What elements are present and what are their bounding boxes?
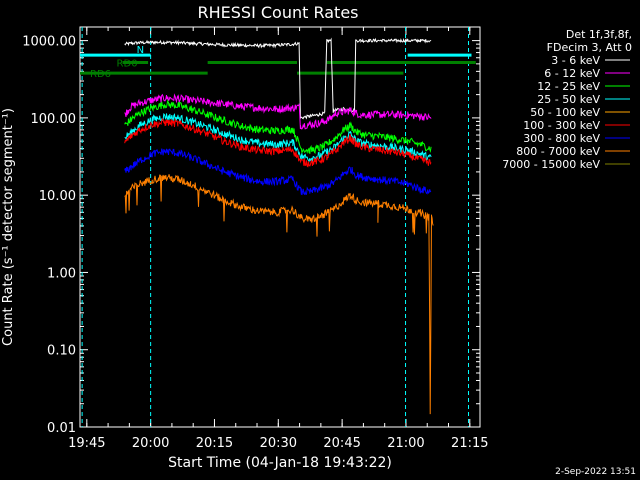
x-tick-label: 20:45: [323, 436, 360, 451]
chart-title: RHESSI Count Rates: [198, 3, 359, 22]
legend-entry-label: 100 - 300 keV: [523, 119, 600, 132]
x-tick-label: 20:00: [132, 436, 169, 451]
count-rate-series: [124, 37, 434, 415]
legend-header: FDecim 3, Att 0: [547, 41, 632, 54]
legend-entry-label: 3 - 6 keV: [551, 54, 600, 67]
legend-entry-label: 12 - 25 keV: [537, 80, 600, 93]
legend-header: Det 1f,3f,8f,: [566, 28, 632, 41]
series-line: [124, 148, 432, 196]
x-tick-label: 20:15: [196, 436, 233, 451]
decimation-state-bars: N RD0 RD6: [80, 45, 476, 80]
footer-timestamp: 2-Sep-2022 13:51: [555, 467, 636, 477]
x-tick-label: 21:00: [387, 436, 424, 451]
legend-entry-label: 7000 - 15000 keV: [502, 158, 600, 171]
series-line: [124, 117, 432, 168]
legend-entry-label: 300 - 800 keV: [523, 132, 600, 145]
y-tick-label: 100.00: [31, 112, 77, 127]
attenuator-state-label: N: [137, 45, 144, 56]
series-line: [124, 93, 432, 130]
legend-entry-label: 25 - 50 keV: [537, 93, 600, 106]
y-axis-label: Count Rate (s⁻¹ detector segment⁻¹): [1, 108, 16, 346]
y-axis-ticks: 1000.00 100.00 10.00 1.00 0.10 0.01: [22, 35, 480, 436]
legend-entry-label: 6 - 12 keV: [544, 67, 600, 80]
x-tick-label: 21:15: [451, 436, 488, 451]
y-tick-label: 0.10: [47, 344, 76, 359]
x-tick-label: 20:30: [260, 436, 297, 451]
legend-entry-label: 50 - 100 keV: [530, 106, 600, 119]
x-tick-label: 19:45: [68, 436, 105, 451]
decimation-state-label: RD0: [117, 59, 138, 70]
series-line: [124, 99, 432, 155]
plot-frame: [79, 26, 481, 428]
decimation-state-label: RD6: [90, 69, 111, 80]
y-tick-label: 1.00: [47, 266, 76, 281]
series-line: [124, 37, 432, 120]
x-axis-ticks: 19:45 20:00 20:15 20:30 20:45 21:00 21:15: [68, 27, 489, 451]
y-tick-label: 1000.00: [22, 35, 76, 50]
y-tick-label: 10.00: [39, 189, 76, 204]
x-axis-label: Start Time (04-Jan-18 19:43:22): [168, 455, 392, 471]
y-tick-label: 0.01: [47, 421, 76, 436]
attenuator-transition-lines: [81, 27, 470, 427]
legend-entry-label: 800 - 7000 keV: [516, 145, 600, 158]
series-line: [124, 174, 434, 415]
